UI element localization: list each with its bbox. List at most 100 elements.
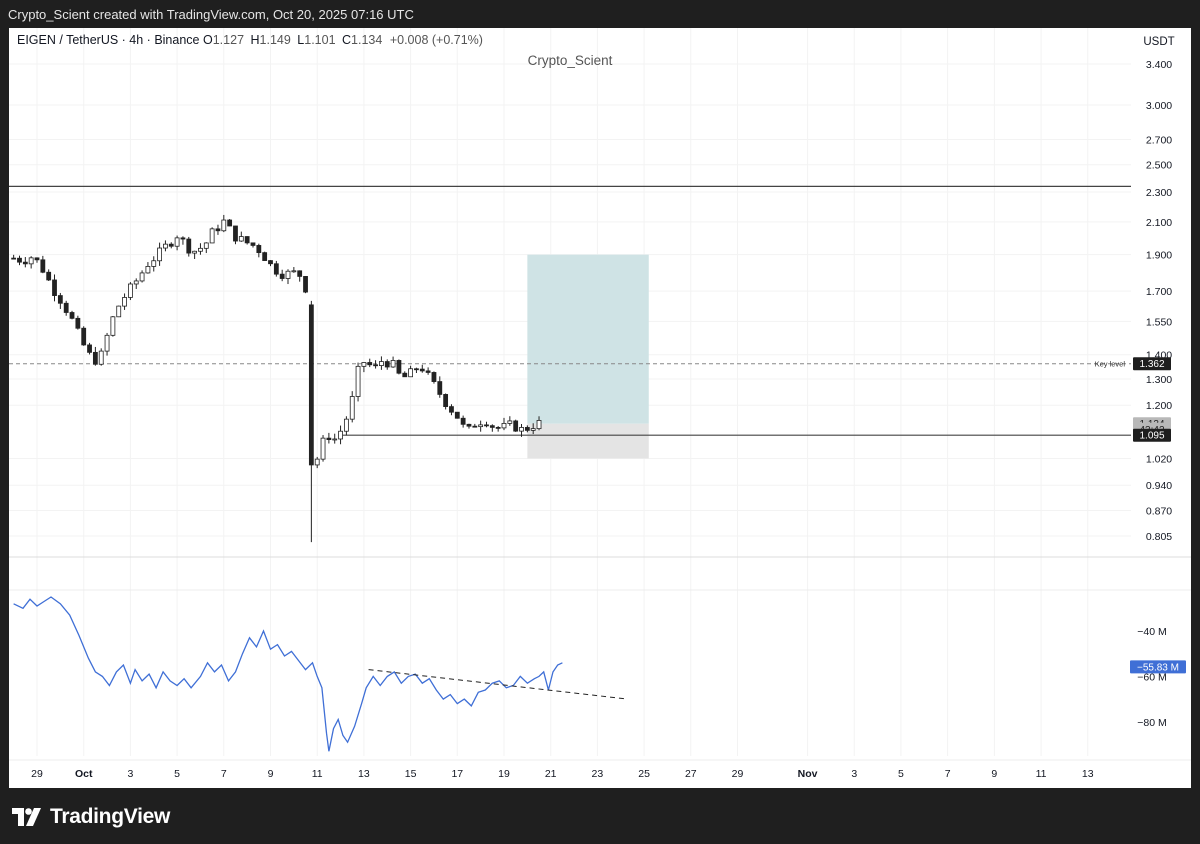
candle-body [285, 270, 291, 279]
candle [495, 426, 501, 432]
candle [460, 415, 466, 428]
candle-body [203, 242, 209, 249]
candle-body [273, 263, 279, 275]
indicator-tick-label: −40 M [1137, 626, 1166, 638]
candle-body [449, 406, 454, 413]
candle [151, 256, 157, 272]
time-tick-label: 19 [498, 768, 510, 780]
candle-body [250, 242, 256, 246]
candle [530, 423, 536, 435]
candle [396, 359, 402, 375]
candle-body [221, 219, 227, 232]
candle-body [443, 394, 449, 408]
candle-body [519, 427, 524, 432]
candle-body [22, 261, 28, 265]
candle-body [326, 437, 332, 440]
candle [63, 300, 69, 316]
time-tick-label: 9 [268, 768, 274, 780]
candle [484, 421, 489, 428]
candle-body [192, 250, 198, 254]
candle [133, 278, 139, 289]
candle [437, 376, 443, 398]
candle-body [244, 236, 250, 244]
time-tick-label: 17 [451, 768, 463, 780]
price-tick-label: 2.300 [1146, 187, 1172, 199]
price-tick-label: 1.300 [1146, 374, 1172, 386]
tradingview-logo-icon [12, 808, 41, 826]
candle-body [215, 228, 221, 232]
price-axis[interactable]: 3.400 3.000 2.700 2.500 2.300 2.100 1.900 1.700… [1133, 59, 1172, 543]
low-label: L [297, 33, 304, 47]
candle-body [110, 316, 116, 336]
time-tick-label: 3 [851, 768, 857, 780]
indicator-pane: −40 M −60 M −80 M −55.83 M [13, 596, 1186, 752]
position-tool[interactable] [527, 254, 649, 459]
chart-canvas[interactable]: Key level −40 M−60 M−80 M−55.83 M 3.400 3… [9, 28, 1191, 788]
price-tick-label: 2.700 [1146, 135, 1172, 147]
time-tick-label: 25 [638, 768, 650, 780]
candle [186, 236, 192, 257]
candle-body [379, 361, 384, 366]
candle [180, 236, 186, 245]
candle [122, 293, 127, 310]
candle [338, 425, 343, 445]
key-level-price-tag: 1.362 [1139, 359, 1164, 370]
candle [209, 227, 215, 244]
candle-body [408, 368, 414, 378]
price-tick-label: 0.805 [1146, 531, 1172, 543]
price-tick-label: 3.400 [1146, 59, 1172, 71]
open-label: O [203, 33, 213, 47]
candle [87, 342, 92, 355]
horizontal-lines[interactable]: Key level [9, 185, 1131, 436]
time-tick-label: 5 [898, 768, 904, 780]
candle [203, 242, 209, 254]
candle [81, 326, 87, 346]
close-value: 1.134 [351, 33, 382, 47]
candle-body [174, 237, 180, 247]
candle-body [52, 279, 57, 296]
candle-body [495, 427, 501, 429]
candle-body [530, 428, 536, 431]
stop-zone [527, 423, 649, 459]
support-price-tag-box [1133, 428, 1171, 442]
candle-body [57, 295, 63, 304]
candle [419, 364, 425, 373]
candle [513, 419, 519, 432]
time-tick-label: Nov [798, 768, 818, 780]
candle [268, 260, 273, 267]
candle [373, 360, 378, 369]
tradingview-logo[interactable]: TradingView [12, 805, 170, 829]
target-zone [527, 254, 649, 424]
candle [449, 404, 454, 416]
candle [145, 262, 151, 274]
candle [519, 423, 524, 437]
candle-body [151, 260, 157, 267]
candle-body [268, 260, 273, 265]
time-tick-label: 11 [1036, 768, 1047, 780]
candle-body [133, 280, 139, 285]
candle [308, 300, 314, 543]
credit-text: Crypto_Scient created with TradingView.c… [8, 7, 414, 22]
time-tick-label: 9 [991, 768, 997, 780]
candle [507, 416, 513, 426]
candle [28, 256, 34, 269]
candle-body [425, 370, 431, 373]
candle [139, 270, 145, 283]
watermark: Crypto_Scient [528, 53, 613, 68]
chart-area[interactable]: Key level −40 M −60 M −80 M −55.83 M 3.400 3… [9, 28, 1191, 788]
candle-body [92, 351, 98, 365]
price-tick-label: 3.000 [1146, 100, 1172, 112]
candle [425, 367, 431, 375]
candle-body [466, 423, 472, 427]
candle-body [489, 425, 495, 428]
candle-body [63, 302, 69, 313]
candle-body [501, 422, 507, 429]
candle-body [361, 362, 367, 367]
price-tick-label: 1.900 [1146, 250, 1172, 262]
time-axis[interactable]: 29 Oct 3 5 7 9 11 13 15 17 19 21 23 25 27 29 Nov 3 5 7 9 11 13 [31, 768, 1094, 780]
candle-body [139, 272, 145, 282]
candle [262, 251, 268, 261]
ohlc-values: O1.127 H1.149 L1.101 C1.134 +0.008 (+0.7… [203, 33, 483, 47]
price-tick-label: 2.500 [1146, 160, 1172, 172]
candle-body [460, 417, 466, 425]
